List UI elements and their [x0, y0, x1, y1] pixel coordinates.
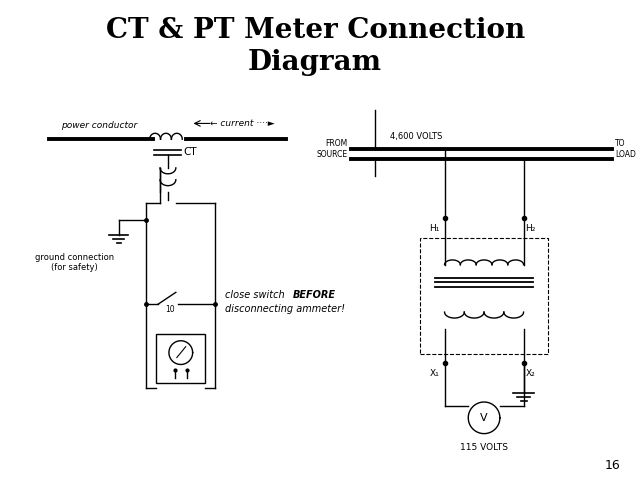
Text: X₂: X₂: [526, 369, 535, 378]
Text: H₁: H₁: [429, 224, 440, 233]
Text: CT: CT: [184, 147, 197, 157]
Text: 10: 10: [165, 305, 175, 314]
Text: ground connection: ground connection: [34, 253, 114, 262]
Text: disconnecting ammeter!: disconnecting ammeter!: [225, 304, 345, 314]
Text: Diagram: Diagram: [248, 49, 382, 76]
Bar: [420, 238, 548, 354]
Text: power conductor: power conductor: [61, 121, 137, 130]
Text: 4,600 VOLTS: 4,600 VOLTS: [390, 132, 443, 141]
Text: H₂: H₂: [526, 224, 536, 233]
Text: BEFORE: BEFORE: [292, 290, 336, 300]
Text: close switch: close switch: [225, 290, 288, 300]
Text: 16: 16: [605, 459, 620, 472]
Text: CT & PT Meter Connection: CT & PT Meter Connection: [105, 17, 525, 44]
Text: TO
LOAD: TO LOAD: [616, 139, 636, 159]
Bar: [156, 334, 205, 383]
Text: (for safety): (for safety): [50, 263, 98, 272]
Text: FROM
SOURCE: FROM SOURCE: [316, 139, 348, 159]
Text: X₁: X₁: [430, 369, 440, 378]
Text: V: V: [480, 413, 488, 423]
Text: ← current ····►: ← current ····►: [211, 119, 275, 128]
Text: 115 VOLTS: 115 VOLTS: [460, 443, 508, 452]
